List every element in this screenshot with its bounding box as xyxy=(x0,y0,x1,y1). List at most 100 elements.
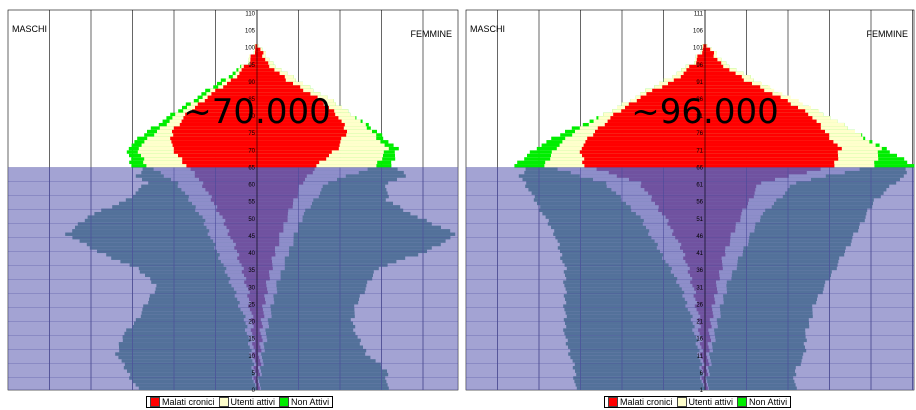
swatch-nonattivi-2 xyxy=(737,397,748,407)
bar-left-malati-cronici xyxy=(237,75,257,79)
bar-left-malati-cronici xyxy=(171,140,257,144)
legend-left: Malati cronici Utenti attivi Non Attivi xyxy=(146,396,334,408)
bar-left-malati-cronici xyxy=(173,150,257,154)
bar-right-malati-cronici xyxy=(705,116,813,120)
bar-left-malati-cronici xyxy=(581,146,705,151)
bar-left-malati-cronici xyxy=(582,153,705,158)
label-femmine: FEMMINE xyxy=(411,29,453,39)
bar-left-malati-cronici xyxy=(250,54,257,58)
bar-right-malati-cronici xyxy=(257,64,270,69)
bar-right-malati-cronici xyxy=(257,136,342,141)
y-tick-label: 66 xyxy=(696,165,703,171)
bar-right-malati-cronici xyxy=(705,102,791,106)
bar-right-malati-cronici xyxy=(257,150,332,154)
y-tick-label: 46 xyxy=(696,234,703,240)
bar-right-malati-cronici xyxy=(257,57,266,62)
bar-left-malati-cronici xyxy=(182,157,257,161)
bar-left-malati-cronici xyxy=(595,129,705,134)
bar-right-malati-cronici xyxy=(257,81,293,86)
legend-label-cronici-2: Malati cronici xyxy=(620,397,673,407)
bar-right-malati-cronici xyxy=(705,88,765,93)
bar-right-malati-cronici xyxy=(257,164,317,168)
bar-left-malati-cronici xyxy=(182,160,257,165)
bar-right-malati-cronici xyxy=(705,61,722,65)
bar-left-malati-cronici xyxy=(250,57,257,62)
y-tick-label: 85 xyxy=(248,97,255,103)
bar-right-malati-cronici xyxy=(257,160,320,165)
bar-left-malati-cronici xyxy=(241,68,257,72)
legend-item-nonattivi-2: Non Attivi xyxy=(737,397,787,407)
y-tick-label: 11 xyxy=(697,354,704,360)
legend-label-nonattivi-2: Non Attivi xyxy=(749,397,788,407)
y-tick-label: 50 xyxy=(248,217,255,223)
bar-right-malati-cronici xyxy=(705,64,724,69)
bar-left-malati-cronici xyxy=(211,92,257,96)
bar-left-malati-cronici xyxy=(628,102,705,106)
pyramid-panel-1: 0 5 10 15 20 25 30 35 40 45 50 55 60 65 70 75 80 85 90 95 10… xyxy=(7,9,459,394)
bar-right-malati-cronici xyxy=(705,109,806,113)
bar-right-malati-cronici xyxy=(257,99,323,103)
bar-left-malati-cronici xyxy=(243,64,257,69)
bar-right-malati-cronici xyxy=(705,122,821,127)
bar-left-malati-cronici xyxy=(583,143,705,147)
bar-left-malati-cronici xyxy=(621,109,705,113)
bar-right-malati-cronici xyxy=(705,75,742,79)
bar-left-malati-cronici xyxy=(702,47,705,52)
total-annotation: ~70.000 xyxy=(183,92,330,132)
bar-right-malati-cronici xyxy=(257,126,344,130)
bar-left-malati-cronici xyxy=(178,153,257,158)
label-maschi: MASCHI xyxy=(470,24,505,34)
bar-right-malati-cronici xyxy=(705,85,761,89)
bar-left-malati-cronici xyxy=(172,129,257,134)
bar-right-malati-cronici xyxy=(705,164,835,168)
bar-right-malati-cronici xyxy=(257,68,275,72)
total-annotation: ~96.000 xyxy=(631,92,778,132)
bar-right-malati-cronici xyxy=(257,102,324,106)
legend-label-nonattivi: Non Attivi xyxy=(291,397,330,407)
bar-left-malati-cronici xyxy=(584,157,705,161)
y-tick-label: 90 xyxy=(248,80,255,86)
y-tick-label: 21 xyxy=(696,320,703,326)
bar-right-malati-cronici xyxy=(705,112,809,117)
bar-right-malati-cronici xyxy=(705,57,718,62)
bar-right-malati-cronici xyxy=(257,109,335,113)
bar-left-malati-cronici xyxy=(584,164,705,168)
bar-right-malati-cronici xyxy=(705,78,744,82)
y-tick-label: 26 xyxy=(696,302,703,308)
bar-right-malati-cronici xyxy=(705,146,842,151)
bar-right-malati-cronici xyxy=(705,133,830,137)
y-tick-label: 31 xyxy=(696,285,703,291)
swatch-nonattivi xyxy=(279,397,290,407)
bar-right-malati-cronici xyxy=(705,129,825,134)
legend-item-nonattivi: Non Attivi xyxy=(279,397,329,407)
bar-left-malati-cronici xyxy=(646,92,705,96)
bar-left-malati-cronici xyxy=(170,136,257,141)
y-tick-label: 76 xyxy=(696,131,703,137)
y-tick-label: 70 xyxy=(248,148,255,154)
y-tick-label: 51 xyxy=(696,217,703,223)
bar-left-malati-cronici xyxy=(673,78,705,82)
y-tick-label: 101 xyxy=(693,46,704,52)
bar-left-malati-cronici xyxy=(197,102,257,106)
bar-left-malati-cronici xyxy=(582,160,705,165)
bar-right-malati-cronici xyxy=(705,71,736,76)
bar-right-malati-cronici xyxy=(705,54,714,58)
legend-right: Malati cronici Utenti attivi Non Attivi xyxy=(604,396,792,408)
y-tick-label: 110 xyxy=(245,11,255,17)
y-tick-label: 6 xyxy=(700,371,704,377)
bar-left-malati-cronici xyxy=(185,112,257,117)
bar-right-malati-cronici xyxy=(705,92,773,96)
bar-right-malati-cronici xyxy=(705,160,835,165)
bar-left-malati-cronici xyxy=(227,81,257,86)
bar-left-malati-cronici xyxy=(652,88,705,93)
swatch-attivi-2 xyxy=(676,397,687,407)
bar-right-malati-cronici xyxy=(257,105,329,110)
bar-left-malati-cronici xyxy=(689,64,705,69)
y-tick-label: 111 xyxy=(694,11,704,17)
bar-left-malati-cronici xyxy=(607,119,705,123)
bar-left-malati-cronici xyxy=(668,81,705,86)
swatch-attivi xyxy=(218,397,229,407)
bar-left-malati-cronici xyxy=(703,44,705,48)
under-65-overlay xyxy=(466,167,914,390)
bar-right-malati-cronici xyxy=(257,71,280,76)
